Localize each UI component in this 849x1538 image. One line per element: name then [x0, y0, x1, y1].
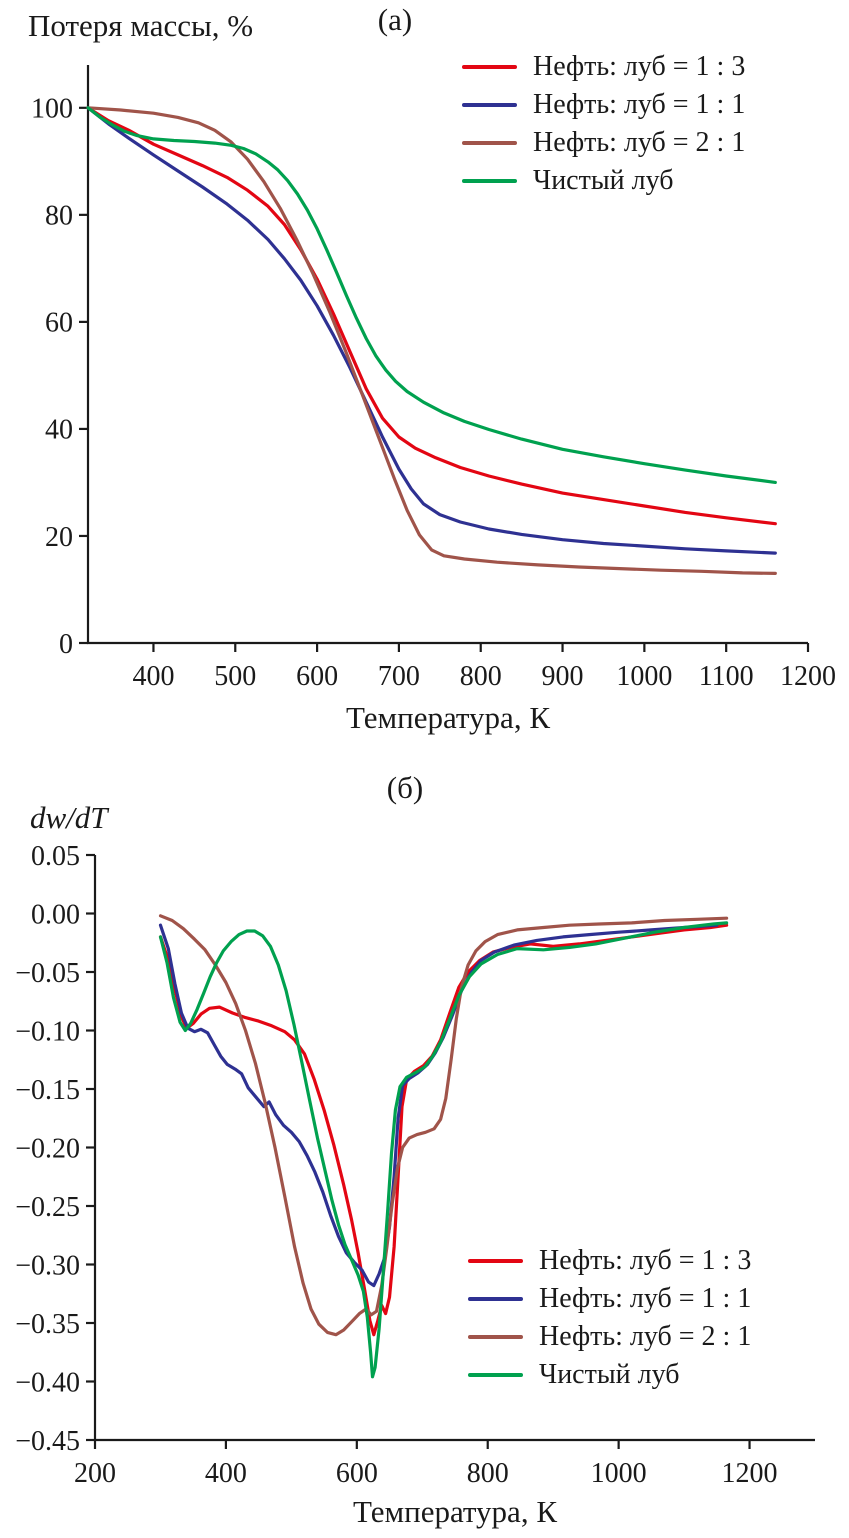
legend-line-swatch: [468, 1297, 523, 1301]
y-tick-label: 80: [45, 201, 73, 232]
y-tick-label: −0.45: [15, 1426, 80, 1457]
x-tick-label: 400: [132, 661, 174, 692]
panel-b-y-axis-title: dw/dT: [30, 800, 108, 835]
y-tick-label: 100: [31, 94, 73, 125]
legend-line-swatch: [468, 1373, 523, 1377]
legend-label: Чистый луб: [533, 165, 674, 196]
x-tick-label: 1000: [616, 661, 672, 692]
y-tick-label: −0.05: [15, 958, 80, 989]
series-line: [86, 106, 777, 575]
panel-a-y-axis-title: Потеря массы, %: [28, 8, 254, 43]
series-line: [86, 106, 777, 484]
x-tick-label: 900: [542, 661, 584, 692]
y-tick-label: 0.05: [31, 841, 80, 872]
x-tick-label: 800: [467, 1458, 509, 1489]
legend-item: Чистый луб: [468, 1359, 751, 1390]
y-tick-label: −0.25: [15, 1192, 80, 1223]
legend-label: Нефть: луб = 2 : 1: [533, 127, 746, 158]
legend-item: Нефть: луб = 2 : 1: [462, 127, 746, 158]
panel-a-x-axis-title: Температура, К: [345, 700, 550, 735]
legend-label: Нефть: луб = 1 : 3: [539, 1245, 752, 1276]
legend-item: Нефть: луб = 1 : 3: [468, 1245, 752, 1276]
x-tick-label: 700: [378, 661, 420, 692]
series-line: [86, 106, 777, 526]
y-tick-label: −0.20: [15, 1133, 80, 1164]
y-tick-label: −0.10: [15, 1016, 80, 1047]
panel-a-plot: 400 500 600 700 800 900 1000 1100 1200 0 20 40 60 80 1…: [31, 65, 836, 692]
legend-line-swatch: [462, 65, 517, 69]
y-tick-label: 20: [45, 522, 73, 553]
legend-item: Чистый луб: [462, 165, 745, 196]
legend-item: Нефть: луб = 1 : 3: [462, 51, 746, 82]
y-tick-label: −0.35: [15, 1309, 80, 1340]
x-tick-label: 800: [460, 661, 502, 692]
legend-line-swatch: [462, 103, 517, 107]
y-tick-label: −0.30: [15, 1250, 80, 1281]
legend-label: Чистый луб: [539, 1359, 680, 1390]
x-tick-label: 1200: [722, 1458, 778, 1489]
legend-line-swatch: [462, 179, 517, 183]
x-tick-label: 1100: [699, 661, 754, 692]
legend-label: Нефть: луб = 1 : 1: [539, 1283, 752, 1314]
panel-a-legend: Нефть: луб = 1 : 3 Нефть: луб = 1 : 1 Нефт…: [462, 51, 746, 196]
legend-line-swatch: [462, 141, 517, 145]
y-tick-label: 40: [45, 415, 73, 446]
legend-item: Нефть: луб = 2 : 1: [468, 1321, 752, 1352]
x-tick-label: 1000: [591, 1458, 647, 1489]
legend-line-swatch: [468, 1335, 523, 1339]
legend-label: Нефть: луб = 1 : 1: [533, 89, 746, 120]
y-tick-label: −0.40: [15, 1367, 80, 1398]
x-tick-label: 200: [74, 1458, 116, 1489]
x-tick-label: 400: [205, 1458, 247, 1489]
panel-b-plot: 200 400 600 800 1000 1200 0.05 0.00 −0.05 −0.10 −0…: [15, 841, 815, 1489]
x-tick-label: 600: [336, 1458, 378, 1489]
x-tick-label: 500: [214, 661, 256, 692]
legend-item: Нефть: луб = 1 : 1: [468, 1283, 752, 1314]
series-line: [158, 923, 719, 1288]
y-tick-label: 60: [45, 308, 73, 339]
panel-b-legend: Нефть: луб = 1 : 3 Нефть: луб = 1 : 1 Нефт…: [468, 1245, 752, 1390]
x-tick-label: 600: [296, 661, 338, 692]
legend-label: Нефть: луб = 2 : 1: [539, 1321, 752, 1352]
legend-item: Нефть: луб = 1 : 1: [462, 89, 746, 120]
panel-b-x-axis-title: Температура, К: [352, 1494, 557, 1529]
x-tick-label: 1200: [780, 661, 836, 692]
panel-a-label: (а): [377, 2, 413, 37]
y-tick-label: 0: [59, 629, 73, 660]
y-tick-label: −0.15: [15, 1075, 80, 1106]
series-line: [158, 921, 729, 1379]
legend-line-swatch: [468, 1259, 523, 1263]
y-tick-label: 0.00: [31, 899, 80, 930]
panel-b-label: (б): [386, 770, 424, 805]
legend-label: Нефть: луб = 1 : 3: [533, 51, 746, 82]
